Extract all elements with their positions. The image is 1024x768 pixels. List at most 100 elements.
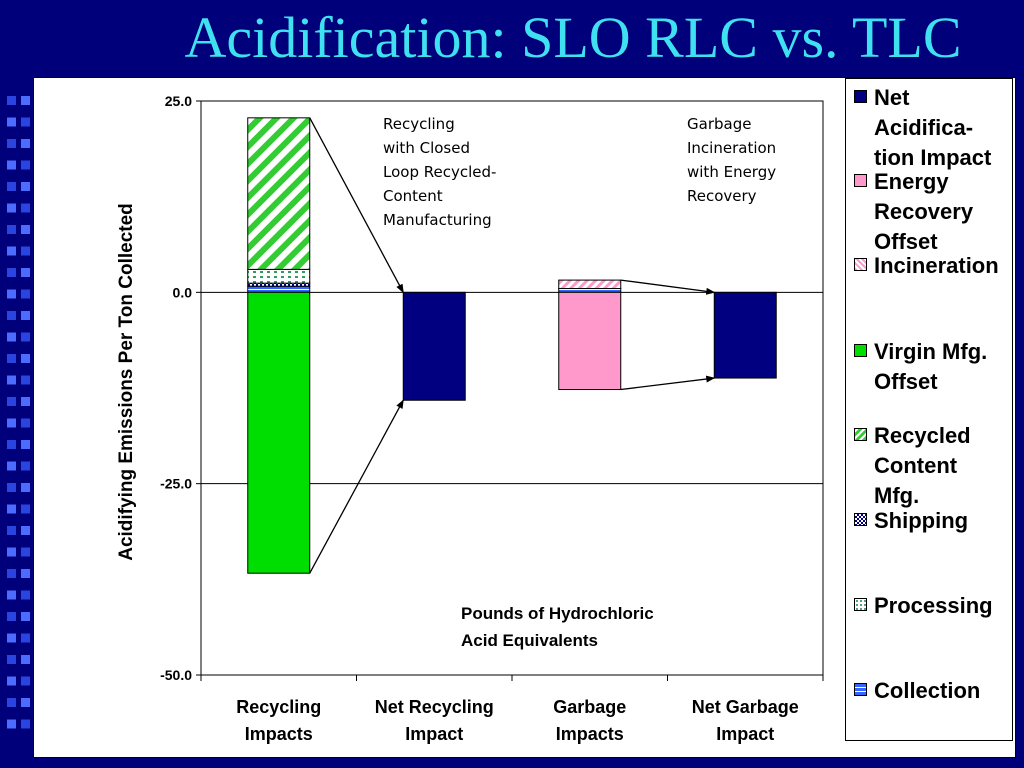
bars bbox=[247, 117, 777, 574]
decorative-square bbox=[21, 655, 30, 664]
decorative-square bbox=[7, 289, 16, 299]
decorative-square bbox=[21, 96, 30, 105]
bar-segment-incineration bbox=[558, 279, 622, 290]
decorative-square bbox=[7, 590, 16, 600]
decorative-square bbox=[21, 117, 30, 127]
legend-label-collection: Collection bbox=[874, 678, 981, 703]
decorative-square bbox=[21, 547, 30, 557]
x-category-labels: Recycling Impacts Net Recycling Impact Garba… bbox=[236, 697, 799, 744]
decorative-square bbox=[21, 289, 30, 299]
y-tick-label: -50.0 bbox=[160, 667, 192, 683]
y-tick-labels: 25.0 0.0 -25.0 -50.0 bbox=[160, 93, 192, 683]
decorative-square bbox=[21, 440, 30, 449]
decorative-square bbox=[21, 225, 30, 234]
unit-annotation: Pounds of Hydrochloric Acid Equivalents bbox=[461, 604, 654, 650]
x-category-label: Net Garbage Impact bbox=[692, 697, 799, 744]
y-tick-label: 25.0 bbox=[165, 93, 192, 109]
legend-item-energy-recovery: Energy Recovery Offset bbox=[854, 167, 1012, 257]
decorative-square bbox=[21, 311, 30, 320]
decorative-square bbox=[7, 203, 16, 213]
decorative-square bbox=[7, 160, 16, 170]
decorative-square bbox=[7, 633, 16, 643]
legend-label-recycled-content: Recycled Content Mfg. bbox=[874, 423, 971, 508]
arrows bbox=[309, 117, 716, 574]
x-category-label: Garbage Impacts bbox=[553, 697, 626, 744]
bar-segment-processing bbox=[247, 268, 311, 284]
decorative-square bbox=[7, 569, 16, 578]
decorative-square bbox=[7, 96, 16, 105]
decorative-square bbox=[7, 311, 16, 320]
legend-swatch-net bbox=[854, 90, 867, 103]
bar-segment-virgin-offset bbox=[247, 291, 311, 574]
decorative-square bbox=[7, 354, 16, 363]
y-tick-label: 0.0 bbox=[173, 284, 193, 300]
decorative-square bbox=[21, 268, 30, 277]
legend-item-collection: Collection bbox=[854, 676, 1012, 706]
decorative-square bbox=[7, 461, 16, 471]
decorative-square bbox=[7, 655, 16, 664]
decorative-square bbox=[21, 246, 30, 256]
axes bbox=[196, 100, 824, 681]
decorative-square bbox=[21, 332, 30, 342]
decorative-square bbox=[7, 676, 16, 686]
decorative-square bbox=[21, 461, 30, 471]
arrow bbox=[309, 117, 404, 294]
legend-swatch-incineration bbox=[854, 258, 867, 271]
decorative-square bbox=[7, 375, 16, 385]
legend-label-virgin-offset: Virgin Mfg. Offset bbox=[874, 339, 988, 394]
decorative-square bbox=[7, 526, 16, 535]
decorative-square bbox=[21, 160, 30, 170]
decorative-square bbox=[21, 719, 30, 729]
decorative-square bbox=[21, 633, 30, 643]
decorative-square bbox=[21, 397, 30, 406]
bar-segment-energy-recovery bbox=[558, 291, 622, 391]
decorative-square bbox=[7, 612, 16, 621]
bar-segment-collection bbox=[558, 288, 622, 293]
decorative-square bbox=[21, 698, 30, 707]
legend-item-processing: Processing bbox=[854, 591, 1012, 621]
slide-title: Acidification: SLO RLC vs. TLC bbox=[184, 5, 962, 70]
arrow bbox=[309, 399, 404, 574]
bar-segment-net bbox=[713, 291, 777, 379]
decorative-square bbox=[21, 139, 30, 148]
bar-segment-net bbox=[402, 291, 466, 401]
x-category-label: Recycling Impacts bbox=[236, 697, 321, 744]
decorative-square bbox=[21, 203, 30, 213]
decorative-square bbox=[21, 182, 30, 191]
legend-item-shipping: Shipping bbox=[854, 506, 1012, 536]
legend-swatch-shipping bbox=[854, 513, 867, 526]
decorative-square bbox=[21, 504, 30, 514]
bar-segment-recycled-content bbox=[247, 117, 311, 270]
garbage-annotation: Garbage Incineration with Energy Recover… bbox=[687, 115, 777, 205]
legend-swatch-recycled-content bbox=[854, 428, 867, 441]
decorative-square bbox=[21, 375, 30, 385]
decorative-square bbox=[7, 268, 16, 277]
decorative-square bbox=[7, 139, 16, 148]
decorative-square bbox=[21, 676, 30, 686]
bar-segment-collection bbox=[247, 285, 311, 293]
decorative-square bbox=[21, 569, 30, 578]
decorative-square bbox=[21, 483, 30, 492]
arrow bbox=[620, 279, 716, 295]
legend-item-virgin-offset: Virgin Mfg. Offset bbox=[854, 337, 1012, 397]
decorative-square bbox=[7, 547, 16, 557]
legend-swatch-collection bbox=[854, 683, 867, 696]
y-axis-title: Acidifying Emissions Per Ton Collected bbox=[116, 203, 137, 561]
legend-label-incineration: Incineration bbox=[874, 253, 999, 278]
x-category-label: Net Recycling Impact bbox=[375, 697, 494, 744]
legend-label-net: Net Acidifica- tion Impact bbox=[874, 85, 992, 170]
legend-item-net: Net Acidifica- tion Impact bbox=[854, 83, 1012, 173]
decorative-square bbox=[7, 698, 16, 707]
decorative-square bbox=[7, 182, 16, 191]
decorative-square bbox=[7, 246, 16, 256]
decorative-square bbox=[7, 225, 16, 234]
decorative-square bbox=[21, 612, 30, 621]
legend-swatch-energy-recovery bbox=[854, 174, 867, 187]
legend-label-processing: Processing bbox=[874, 593, 993, 618]
decorative-square bbox=[7, 418, 16, 428]
legend-label-energy-recovery: Energy Recovery Offset bbox=[874, 169, 974, 254]
legend-item-incineration: Incineration bbox=[854, 251, 1012, 281]
decorative-square bbox=[7, 397, 16, 406]
legend-swatch-virgin-offset bbox=[854, 344, 867, 357]
